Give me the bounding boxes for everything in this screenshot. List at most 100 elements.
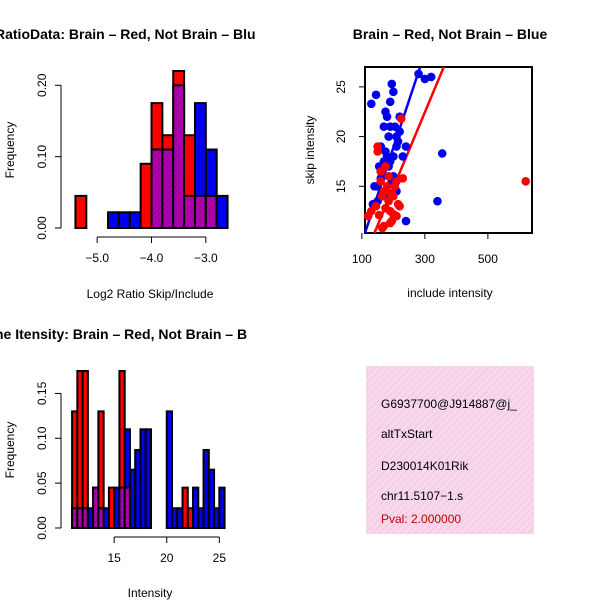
scatter-panel: Brain – Red, Not Brain – Blue 15 20 25 100 3… [303, 26, 547, 300]
info-gene-name: D230014K01Rik [381, 459, 469, 473]
scatter-point-red [396, 114, 406, 123]
intensity-bar [81, 370, 89, 529]
scatter-axes: 15 20 25 100 300 500 [334, 80, 498, 266]
scatter-chart-title: Brain – Red, Not Brain – Blue [353, 26, 548, 42]
scatter-point-blue [437, 149, 447, 158]
intensity-x-tick-label: 25 [213, 551, 227, 565]
scatter-point-red [382, 181, 392, 191]
scatter-point-blue [401, 142, 411, 151]
scatter-point-blue [385, 97, 395, 107]
ratio-overlap-bar [183, 194, 196, 230]
scatter-point-blue [387, 79, 397, 89]
ratio-chart-title: RatioData: Brain – Red, Not Brain – Blu [0, 26, 256, 42]
intensity-bar [207, 468, 216, 529]
scatter-y-tick-label: 15 [334, 179, 348, 193]
scatter-point-red [387, 188, 397, 198]
intensity-chart-title: ne Itensity: Brain – Red, Not Brain – B [0, 326, 247, 342]
intensity-axes: 0.00 0.05 0.10 0.15 15 20 25 [35, 381, 226, 565]
ratio-x-tick-label: −4.0 [140, 251, 164, 265]
scatter-y-tick-label: 25 [334, 80, 348, 94]
scatter-point-red [371, 201, 381, 211]
scatter-point-red [389, 209, 398, 219]
scatter-point-blue [392, 142, 401, 151]
scatter-point-red [385, 218, 395, 228]
ratio-y-tick-label: 0.10 [35, 145, 49, 169]
intensity-y-axis-label: Frequency [3, 422, 17, 479]
scatter-point-red [398, 174, 408, 183]
scatter-x-tick-label: 500 [478, 252, 498, 266]
ratio-histogram-panel: RatioData: Brain – Red, Not Brain – Blu … [0, 26, 256, 301]
scatter-points [363, 69, 530, 233]
intensity-x-axis-label: Intensity [128, 586, 173, 600]
scatter-point-red [373, 142, 382, 151]
info-pval: Pval: 2.000000 [381, 512, 461, 526]
intensity-y-tick-label: 0.05 [35, 471, 49, 495]
ratio-y-tick-label: 0.20 [35, 73, 49, 97]
ratio-y-tick-label: 0.00 [35, 216, 49, 240]
intensity-bar [144, 428, 152, 530]
intensity-bar [165, 410, 174, 529]
scatter-point-blue [395, 127, 404, 136]
scatter-plot-frame [364, 66, 533, 234]
scatter-point-red [378, 223, 387, 233]
scatter-point-red [393, 199, 403, 209]
ratio-x-tick-label: −5.0 [85, 251, 109, 265]
intensity-y-tick-label: 0.10 [35, 426, 49, 450]
scatter-x-tick-label: 300 [415, 252, 435, 266]
ratio-bar [139, 162, 153, 229]
scatter-point-red [376, 177, 386, 186]
scatter-y-tick-label: 20 [334, 130, 348, 144]
ratio-bar [215, 194, 229, 230]
scatter-x-tick-label: 100 [352, 252, 372, 266]
info-box-background [366, 366, 534, 534]
scatter-point-blue [384, 132, 393, 141]
intensity-y-tick-label: 0.15 [35, 381, 49, 405]
scatter-point-blue [381, 147, 390, 156]
scatter-y-axis-label: skip intensity [303, 116, 317, 185]
intensity-x-tick-label: 20 [160, 551, 174, 565]
scatter-point-red [374, 210, 384, 220]
scatter-point-blue [370, 181, 379, 191]
scatter-point-blue [389, 152, 398, 161]
scatter-point-blue [385, 122, 395, 131]
intensity-bars [71, 370, 226, 530]
scatter-point-blue [414, 69, 423, 79]
ratio-overlap-bar [193, 194, 207, 230]
ratio-bars [74, 70, 229, 230]
ratio-overlap-bar [172, 84, 186, 230]
ratio-axes: 0.00 0.10 0.20 −5.0 −4.0 −3.0 [35, 73, 218, 265]
info-box-clip: G6937700@J914887@j_ altTxStart D230014K0… [381, 397, 517, 526]
ratio-overlap-bar [204, 194, 218, 230]
scatter-point-blue [367, 99, 376, 109]
scatter-point-blue [379, 122, 389, 131]
scatter-point-blue [433, 196, 442, 206]
info-probe-id: G6937700@J914887@j_ [381, 397, 517, 411]
ratio-x-tick-label: −3.0 [194, 251, 218, 265]
scatter-point-blue [382, 112, 392, 122]
scatter-point-blue [401, 216, 411, 226]
scatter-point-red [521, 177, 530, 186]
ratio-bar [117, 211, 131, 230]
scatter-point-blue [371, 90, 381, 100]
scatter-point-blue [398, 152, 408, 161]
scatter-point-red [384, 172, 393, 181]
ratio-overlap-bar [150, 148, 164, 229]
intensity-y-tick-label: 0.00 [35, 516, 49, 540]
scatter-point-blue [389, 87, 398, 97]
info-box-panel: G6937700@J914887@j_ altTxStart D230014K0… [366, 366, 534, 534]
scatter-x-axis-label: include intensity [407, 286, 492, 300]
ratio-x-axis-label: Log2 Ratio Skip/Include [87, 287, 214, 301]
scatter-point-red [381, 162, 390, 171]
intensity-x-tick-label: 15 [107, 551, 121, 565]
info-event-type: altTxStart [381, 427, 433, 441]
ratio-overlap-bar [161, 148, 175, 229]
intensity-histogram-panel: ne Itensity: Brain – Red, Not Brain – B … [0, 326, 247, 600]
ratio-y-axis-label: Frequency [3, 122, 17, 179]
info-chromosome-location: chr11.5107−1.s [381, 489, 463, 503]
ratio-bar [128, 211, 142, 230]
ratio-bar [74, 194, 88, 230]
scatter-point-blue [426, 72, 436, 82]
ratio-bar [107, 211, 120, 230]
intensity-bar [218, 486, 226, 529]
